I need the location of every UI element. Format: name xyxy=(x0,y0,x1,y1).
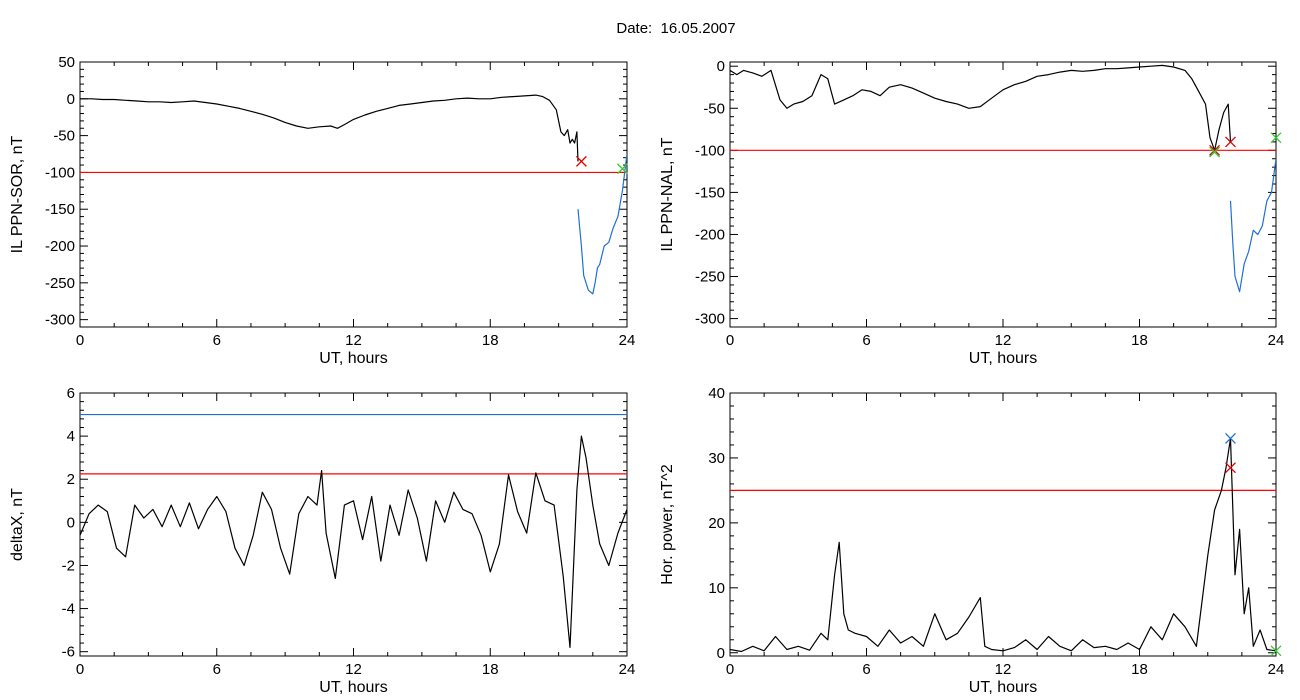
x-tick-label: 18 xyxy=(1131,332,1148,349)
x-tick-label: 6 xyxy=(862,332,870,349)
y-tick-label: 0 xyxy=(67,91,75,108)
x-tick-label: 12 xyxy=(995,332,1012,349)
y-tick-label: 0 xyxy=(717,645,725,662)
event-marker xyxy=(575,155,587,167)
x-tick-label: 24 xyxy=(1268,661,1285,678)
y-tick-label: -250 xyxy=(45,275,75,292)
y-tick-label: -50 xyxy=(53,128,75,145)
y-tick-label: -6 xyxy=(62,644,75,661)
x-axis-title: UT, hours xyxy=(319,679,387,696)
x-tick-label: 0 xyxy=(76,661,84,678)
y-tick-label: -200 xyxy=(45,238,75,255)
y-tick-label: 40 xyxy=(708,385,725,402)
y-tick-label: -50 xyxy=(703,100,725,117)
y-tick-label: 0 xyxy=(717,58,725,75)
plot-frame xyxy=(79,392,628,657)
series-line xyxy=(80,435,627,649)
plot-area xyxy=(80,413,627,649)
y-tick-label: 50 xyxy=(58,54,75,71)
plot-area xyxy=(80,94,627,295)
event-marker xyxy=(1209,146,1221,158)
y-tick-label: -100 xyxy=(695,142,725,159)
y-tick-label: 0 xyxy=(67,514,75,531)
y-tick-label: -100 xyxy=(45,164,75,181)
y-tick-label: 30 xyxy=(708,450,725,467)
x-tick-label: 24 xyxy=(619,661,636,678)
y-tick-label: -4 xyxy=(62,601,75,618)
x-tick-label: 12 xyxy=(345,661,362,678)
x-axis-title: UT, hours xyxy=(969,350,1037,367)
y-axis-title: Hor. power, nT^2 xyxy=(659,464,676,585)
x-tick-label: 12 xyxy=(345,332,362,349)
x-tick-label: 24 xyxy=(619,332,636,349)
y-axis-title: IL PPN-NAL, nT xyxy=(659,137,676,251)
x-tick-label: 24 xyxy=(1268,332,1285,349)
event-marker xyxy=(1225,432,1236,444)
panel-ppn-sor: 0 6 12 18 24 -300 -250 -200 -150 -100 -50 0 50 UT, ho… xyxy=(9,54,635,367)
x-tick-label: 6 xyxy=(862,661,870,678)
x-axis-title: UT, hours xyxy=(319,350,387,367)
event-marker xyxy=(1225,462,1236,474)
y-tick-label: 10 xyxy=(708,580,725,597)
panel-ppn-nal: 0 6 12 18 24 -300 -250 -200 -150 -100 -50 0 UT, hour… xyxy=(659,58,1284,367)
y-axis-title: deltaX, nT xyxy=(9,488,26,561)
y-tick-label: 4 xyxy=(67,428,75,445)
plot-area xyxy=(730,437,1276,653)
series-line xyxy=(577,153,627,295)
y-axis-title: IL PPN-SOR, nT xyxy=(9,135,26,253)
figure-title: Date: 16.05.2007 xyxy=(616,20,735,37)
x-tick-label: 6 xyxy=(213,332,221,349)
x-tick-label: 6 xyxy=(213,661,221,678)
x-tick-label: 18 xyxy=(482,332,499,349)
y-tick-label: -300 xyxy=(45,312,75,329)
x-tick-label: 12 xyxy=(995,661,1012,678)
x-axis-title: UT, hours xyxy=(969,679,1037,696)
panel-hor-power: 0 6 12 18 24 0 10 20 30 40 UT, hours Hor. power, nT… xyxy=(659,385,1284,696)
x-tick-label: 0 xyxy=(726,332,734,349)
series-line xyxy=(1229,158,1276,293)
plot-area xyxy=(730,64,1276,293)
y-tick-label: -250 xyxy=(695,269,725,286)
y-tick-label: -150 xyxy=(45,201,75,218)
y-tick-label: 6 xyxy=(67,385,75,402)
event-marker xyxy=(616,163,628,175)
event-marker xyxy=(1270,645,1282,657)
series-line xyxy=(730,437,1276,653)
y-tick-label: 20 xyxy=(708,515,725,532)
y-tick-label: 2 xyxy=(67,471,75,488)
plot-frame xyxy=(729,61,1277,328)
y-tick-label: -150 xyxy=(695,184,725,201)
series-line xyxy=(80,94,579,162)
x-tick-label: 0 xyxy=(726,661,734,678)
x-tick-label: 18 xyxy=(1131,661,1148,678)
x-tick-label: 0 xyxy=(76,332,84,349)
y-tick-label: -200 xyxy=(695,226,725,243)
event-marker xyxy=(1225,136,1236,148)
series-line xyxy=(730,64,1232,151)
y-tick-label: -2 xyxy=(62,557,75,574)
event-marker xyxy=(1209,144,1221,156)
y-tick-label: -300 xyxy=(695,311,725,328)
x-tick-label: 18 xyxy=(482,661,499,678)
plot-frame xyxy=(729,392,1277,657)
event-marker xyxy=(1270,132,1282,144)
